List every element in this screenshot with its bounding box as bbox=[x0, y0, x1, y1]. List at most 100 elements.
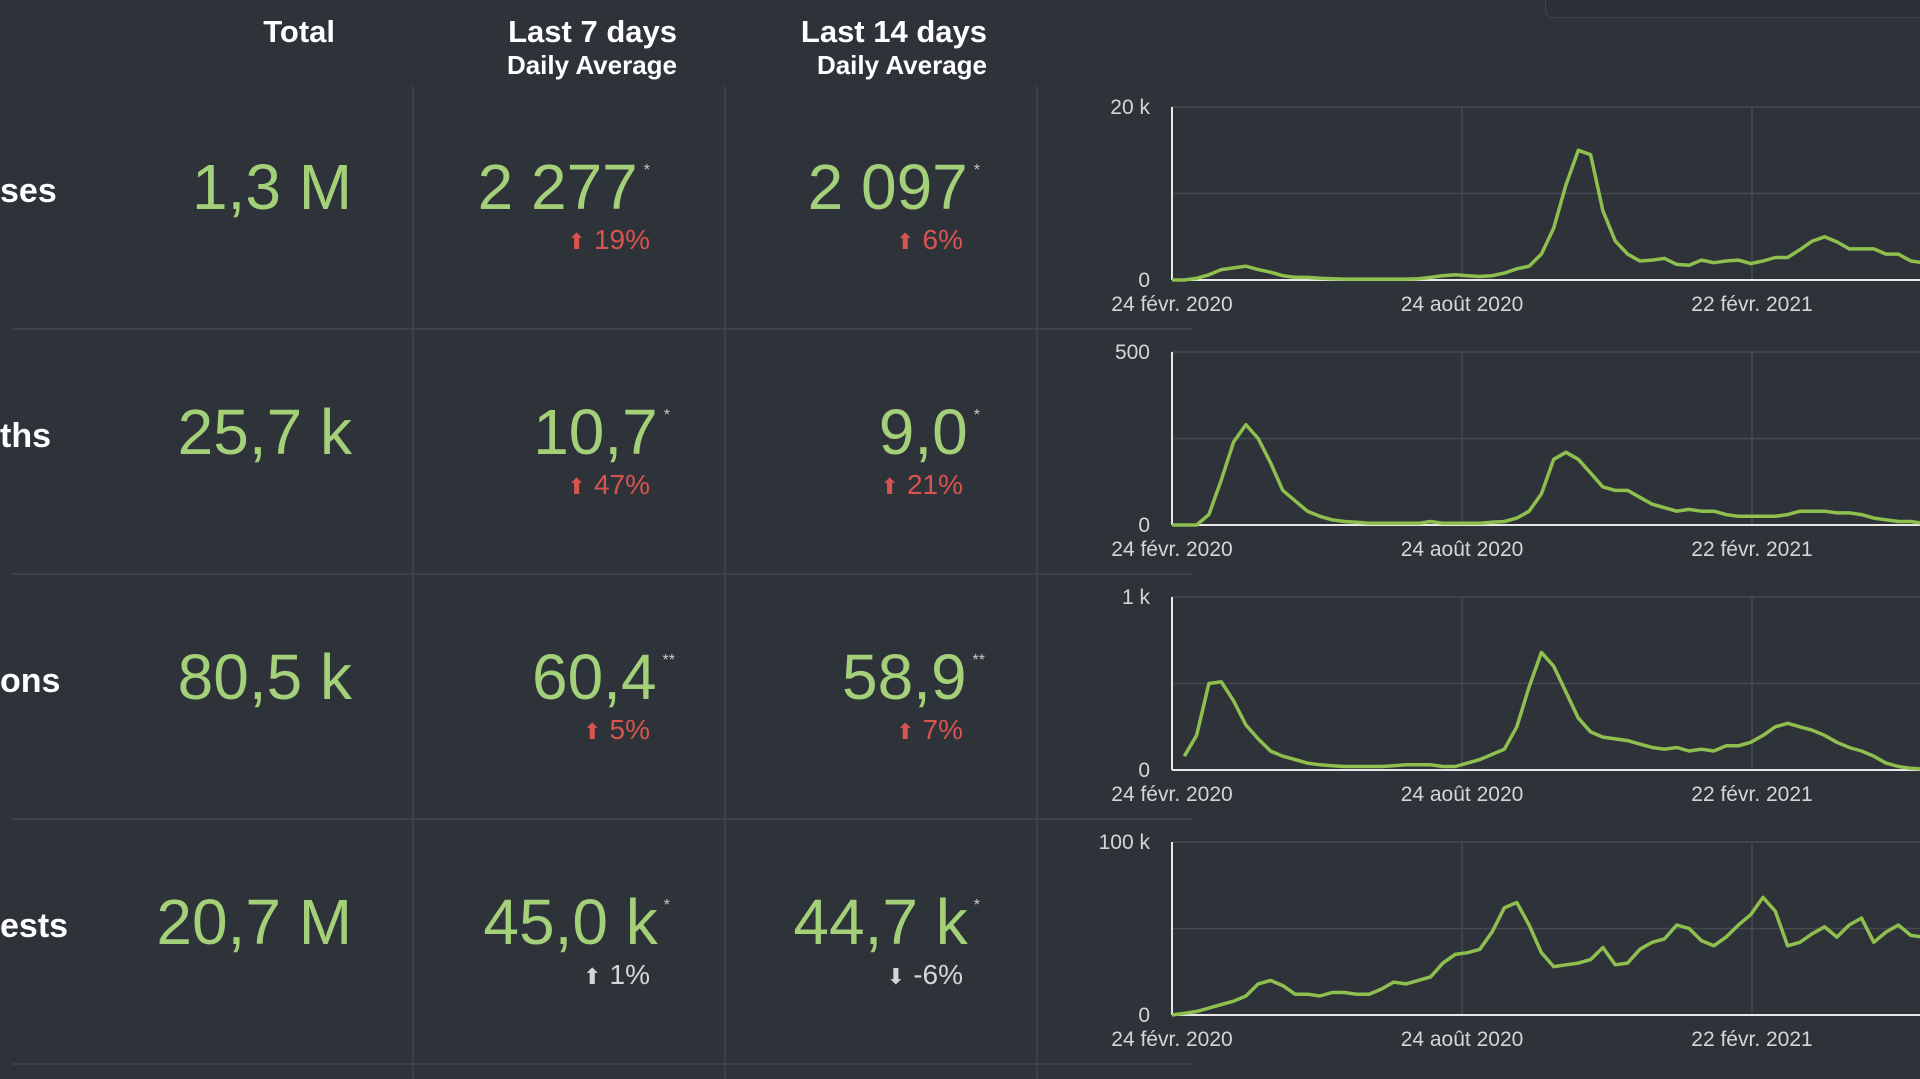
footnote-mark: * bbox=[643, 162, 650, 179]
header-last7-sub: Daily Average bbox=[506, 50, 677, 80]
x-tick-label: 24 août 2020 bbox=[1401, 538, 1524, 561]
arrow-up-icon: ⬆ bbox=[583, 719, 602, 744]
avg14-number: 44,7 k bbox=[793, 886, 968, 958]
footnote-mark: ** bbox=[972, 652, 985, 669]
avg14-value: 58,9 ** bbox=[690, 640, 985, 714]
sparkline-chart: 0 500 24 févr. 2020 24 août 2020 22 févr. 20… bbox=[1080, 335, 1920, 561]
table-row: ses 1,3 M 2 277 * ⬆ 19% 2 097 * ⬆ 6% bbox=[0, 90, 1920, 334]
avg7-number: 10,7 bbox=[533, 396, 658, 468]
arrow-up-icon: ⬆ bbox=[880, 474, 899, 499]
sparkline-chart: 0 1 k 24 févr. 2020 24 août 2020 22 févr. 20… bbox=[1080, 580, 1920, 806]
header-last7: Last 7 days Daily Average bbox=[380, 0, 677, 80]
change-14d-text: -6% bbox=[913, 959, 963, 990]
change-14d: ⬆ 7% bbox=[690, 714, 963, 746]
x-tick-label: 24 févr. 2020 bbox=[1111, 783, 1232, 806]
arrow-up-icon: ⬆ bbox=[567, 474, 586, 499]
y-tick-label: 0 bbox=[1138, 1004, 1150, 1027]
row-label: ons bbox=[0, 662, 61, 700]
row-divider bbox=[12, 328, 1192, 330]
x-tick-label: 22 févr. 2021 bbox=[1691, 538, 1812, 561]
table-row: ths 25,7 k 10,7 * ⬆ 47% 9,0 * ⬆ 21% bbox=[0, 335, 1920, 579]
x-tick-label: 24 févr. 2020 bbox=[1111, 538, 1232, 561]
avg7-number: 60,4 bbox=[531, 641, 657, 713]
footnote-mark: * bbox=[973, 897, 980, 914]
change-14d: ⬆ 6% bbox=[690, 224, 963, 256]
header-total: Total bbox=[120, 0, 335, 50]
series-line bbox=[1172, 148, 1920, 282]
x-tick-label: 24 août 2020 bbox=[1401, 783, 1524, 806]
header-last14-label: Last 14 days bbox=[800, 14, 987, 49]
y-tick-label: 20 k bbox=[1110, 96, 1150, 119]
y-tick-label: 0 bbox=[1138, 759, 1150, 782]
chart-svg: 0 500 24 févr. 2020 24 août 2020 22 févr. 20… bbox=[1111, 341, 1920, 561]
change-7d: ⬆ 5% bbox=[380, 714, 650, 746]
change-14d-text: 7% bbox=[922, 714, 963, 745]
footnote-mark: ** bbox=[662, 652, 675, 669]
sparkline-chart: 0 100 k 24 févr. 2020 24 août 2020 22 févr. … bbox=[1080, 825, 1920, 1051]
sparkline-chart: 0 20 k 24 févr. 2020 24 août 2020 22 févr. 2… bbox=[1080, 90, 1920, 316]
change-7d: ⬆ 1% bbox=[380, 959, 650, 991]
x-tick-label: 24 févr. 2020 bbox=[1111, 1028, 1232, 1051]
row-divider bbox=[12, 818, 1192, 820]
y-tick-label: 100 k bbox=[1099, 831, 1151, 854]
avg14-value: 2 097 * bbox=[690, 150, 980, 224]
series-line bbox=[1182, 650, 1920, 771]
arrow-down-icon: ⬇ bbox=[886, 964, 906, 989]
column-divider bbox=[1036, 86, 1038, 1079]
chart-svg: 0 100 k 24 févr. 2020 24 août 2020 22 févr. … bbox=[1099, 831, 1920, 1051]
footnote-mark: * bbox=[663, 407, 670, 424]
y-tick-label: 1 k bbox=[1122, 586, 1151, 609]
chart-svg: 0 1 k 24 févr. 2020 24 août 2020 22 févr. 20… bbox=[1111, 586, 1920, 806]
y-tick-label: 500 bbox=[1115, 341, 1150, 364]
x-tick-label: 22 févr. 2021 bbox=[1691, 783, 1812, 806]
avg14-number: 58,9 bbox=[841, 641, 967, 713]
arrow-up-icon: ⬆ bbox=[896, 229, 915, 254]
footnote-mark: * bbox=[973, 407, 980, 424]
table-header: Total Last 7 days Daily Average Last 14 … bbox=[0, 0, 1100, 100]
change-7d-text: 5% bbox=[609, 714, 650, 745]
x-tick-label: 24 févr. 2020 bbox=[1111, 293, 1232, 316]
change-14d-text: 21% bbox=[906, 469, 963, 500]
row-label: ests bbox=[0, 907, 69, 945]
series-line bbox=[1171, 895, 1920, 1017]
footnote-mark: * bbox=[663, 897, 670, 914]
x-tick-label: 24 août 2020 bbox=[1401, 1028, 1524, 1051]
table-row: ests 20,7 M 45,0 k * ⬆ 1% 44,7 k * ⬇ -6% bbox=[0, 825, 1920, 1069]
avg14-value: 44,7 k * bbox=[690, 885, 980, 959]
header-total-label: Total bbox=[263, 14, 335, 49]
x-tick-label: 24 août 2020 bbox=[1401, 293, 1524, 316]
change-14d: ⬆ 21% bbox=[690, 469, 963, 501]
header-last7-label: Last 7 days bbox=[508, 14, 677, 49]
footnote-mark: * bbox=[973, 162, 980, 179]
arrow-up-icon: ⬆ bbox=[567, 229, 586, 254]
change-14d: ⬇ -6% bbox=[690, 959, 963, 991]
avg14-value: 9,0 * bbox=[690, 395, 980, 469]
change-7d-text: 47% bbox=[593, 469, 650, 500]
total-value: 20,7 M bbox=[156, 886, 352, 958]
y-tick-label: 0 bbox=[1138, 514, 1150, 537]
avg7-value: 2 277 * bbox=[380, 150, 650, 224]
total-value: 25,7 k bbox=[177, 396, 352, 468]
row-label: ths bbox=[0, 417, 51, 455]
avg7-value: 60,4 ** bbox=[380, 640, 675, 714]
column-divider bbox=[724, 86, 726, 1079]
change-7d: ⬆ 47% bbox=[380, 469, 650, 501]
avg7-number: 2 277 bbox=[477, 151, 638, 223]
header-last14-sub: Daily Average bbox=[816, 50, 987, 80]
avg7-number: 45,0 k bbox=[483, 886, 658, 958]
y-tick-label: 0 bbox=[1138, 269, 1150, 292]
header-last14: Last 14 days Daily Average bbox=[690, 0, 987, 80]
change-14d-text: 6% bbox=[922, 224, 963, 255]
row-divider bbox=[12, 1063, 1192, 1065]
avg14-number: 2 097 bbox=[807, 151, 968, 223]
change-7d: ⬆ 19% bbox=[380, 224, 650, 256]
top-right-panel bbox=[1545, 0, 1920, 18]
arrow-up-icon: ⬆ bbox=[583, 964, 602, 989]
change-7d-text: 1% bbox=[609, 959, 650, 990]
change-7d-text: 19% bbox=[593, 224, 650, 255]
arrow-up-icon: ⬆ bbox=[896, 719, 915, 744]
total-value: 1,3 M bbox=[191, 151, 352, 223]
row-label: ses bbox=[0, 172, 57, 210]
row-divider bbox=[12, 573, 1192, 575]
avg14-number: 9,0 bbox=[878, 396, 968, 468]
